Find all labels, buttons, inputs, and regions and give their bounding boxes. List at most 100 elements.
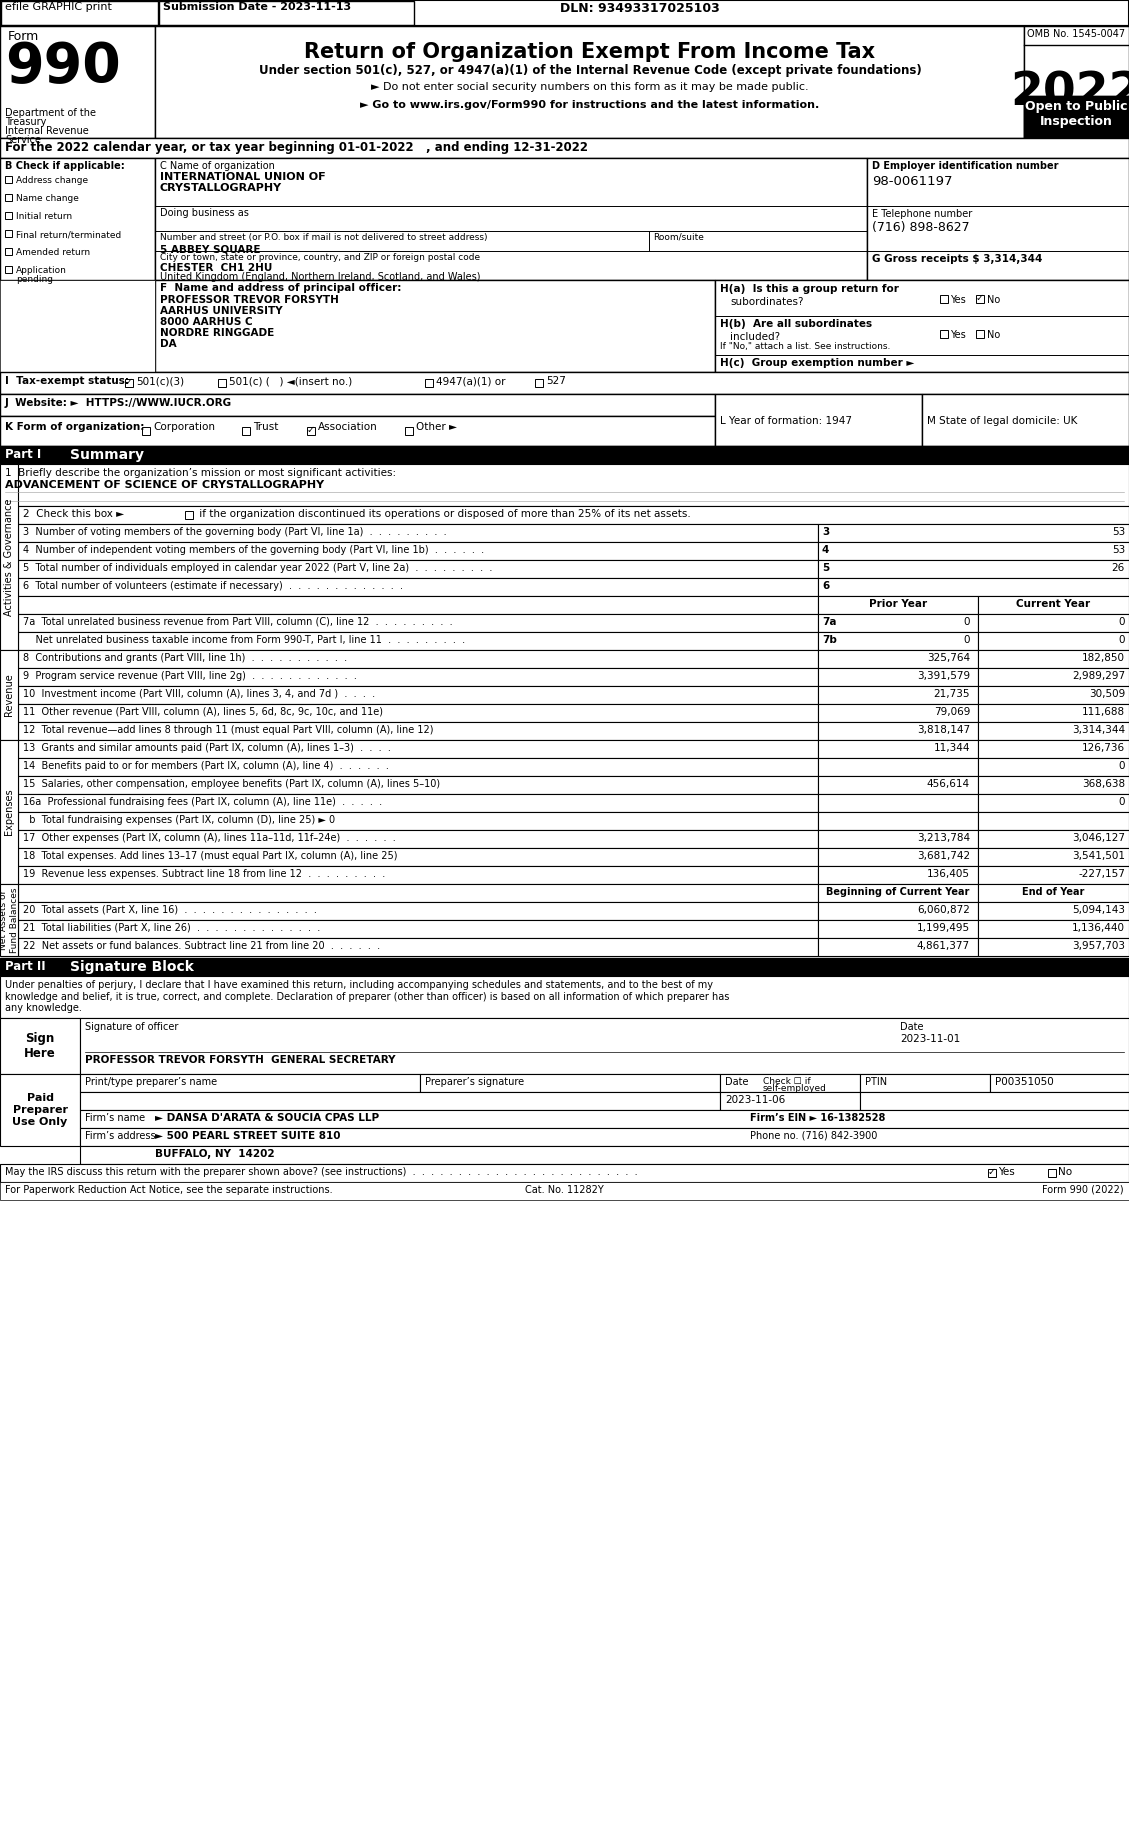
Bar xyxy=(18,686,819,704)
Bar xyxy=(18,506,1129,525)
Text: 5 ABBEY SQUARE: 5 ABBEY SQUARE xyxy=(160,244,261,253)
Text: 3,391,579: 3,391,579 xyxy=(917,671,970,682)
Text: 10  Investment income (Part VIII, column (A), lines 3, 4, and 7d )  .  .  .  .: 10 Investment income (Part VIII, column … xyxy=(23,689,375,699)
Text: May the IRS discuss this return with the preparer shown above? (see instructions: May the IRS discuss this return with the… xyxy=(5,1166,638,1177)
Bar xyxy=(18,939,819,955)
Bar xyxy=(819,525,1129,541)
Text: 6,060,872: 6,060,872 xyxy=(917,906,970,915)
Text: Yes: Yes xyxy=(998,1166,1015,1177)
Bar xyxy=(940,331,948,338)
Text: 4947(a)(1) or: 4947(a)(1) or xyxy=(436,375,506,386)
Text: ✓: ✓ xyxy=(307,425,315,434)
Bar xyxy=(1,2,158,26)
Bar xyxy=(978,739,1129,758)
Text: ► DANSA D'ARATA & SOUCIA CPAS LLP: ► DANSA D'ARATA & SOUCIA CPAS LLP xyxy=(155,1112,379,1124)
Text: 7a  Total unrelated business revenue from Part VIII, column (C), line 12  .  .  : 7a Total unrelated business revenue from… xyxy=(23,617,453,626)
Text: 6  Total number of volunteers (estimate if necessary)  .  .  .  .  .  .  .  .  .: 6 Total number of volunteers (estimate i… xyxy=(23,580,403,591)
Text: CHESTER  CH1 2HU: CHESTER CH1 2HU xyxy=(160,262,272,274)
Bar xyxy=(0,26,155,139)
Text: C Name of organization: C Name of organization xyxy=(160,161,274,172)
Bar xyxy=(819,667,978,686)
Bar xyxy=(80,1074,420,1092)
Bar xyxy=(0,394,715,416)
Text: 2,989,297: 2,989,297 xyxy=(1071,671,1124,682)
Text: Under section 501(c), 527, or 4947(a)(1) of the Internal Revenue Code (except pr: Under section 501(c), 527, or 4947(a)(1)… xyxy=(259,65,921,78)
Bar xyxy=(0,976,1129,1018)
Bar xyxy=(425,379,434,386)
Text: 501(c) (   ) ◄(insert no.): 501(c) ( ) ◄(insert no.) xyxy=(229,375,352,386)
Text: Part II: Part II xyxy=(5,959,45,974)
Bar xyxy=(922,394,1129,445)
Text: PTIN: PTIN xyxy=(865,1077,887,1087)
Text: Cat. No. 11282Y: Cat. No. 11282Y xyxy=(525,1185,603,1196)
Bar xyxy=(125,379,133,386)
Text: Paid
Preparer
Use Only: Paid Preparer Use Only xyxy=(12,1094,68,1127)
Text: ✓: ✓ xyxy=(975,294,984,303)
Bar xyxy=(978,848,1129,867)
Text: 3,213,784: 3,213,784 xyxy=(917,833,970,843)
Text: 126,736: 126,736 xyxy=(1082,743,1124,752)
Text: 3,818,147: 3,818,147 xyxy=(917,724,970,736)
Text: Amended return: Amended return xyxy=(16,248,90,257)
Bar xyxy=(18,795,819,811)
Bar xyxy=(990,1074,1129,1092)
Text: Beginning of Current Year: Beginning of Current Year xyxy=(826,887,970,896)
Bar xyxy=(0,445,1129,464)
Bar xyxy=(18,723,819,739)
Bar xyxy=(0,650,18,739)
Text: 7a: 7a xyxy=(822,617,837,626)
Text: -227,157: -227,157 xyxy=(1078,869,1124,880)
Bar xyxy=(978,686,1129,704)
Text: 14  Benefits paid to or for members (Part IX, column (A), line 4)  .  .  .  .  .: 14 Benefits paid to or for members (Part… xyxy=(23,761,388,771)
Text: Net Assets or
Fund Balances: Net Assets or Fund Balances xyxy=(0,887,19,954)
Text: Service: Service xyxy=(5,135,41,144)
Bar xyxy=(0,416,715,445)
Text: (716) 898-8627: (716) 898-8627 xyxy=(872,222,970,235)
Text: 527: 527 xyxy=(546,375,566,386)
Text: 501(c)(3): 501(c)(3) xyxy=(135,375,184,386)
Text: Net unrelated business taxable income from Form 990-T, Part I, line 11  .  .  . : Net unrelated business taxable income fr… xyxy=(23,636,465,645)
Text: 53: 53 xyxy=(1112,545,1124,554)
Bar xyxy=(819,920,978,939)
Text: Activities & Governance: Activities & Governance xyxy=(5,499,14,615)
Text: 3,957,703: 3,957,703 xyxy=(1073,941,1124,952)
Text: Sign
Here: Sign Here xyxy=(24,1031,55,1061)
Text: Part I: Part I xyxy=(5,447,42,460)
Bar xyxy=(535,379,543,386)
Text: M State of legal domicile: UK: M State of legal domicile: UK xyxy=(927,416,1077,427)
Bar xyxy=(0,281,155,371)
Bar xyxy=(978,650,1129,667)
Text: Open to Public
Inspection: Open to Public Inspection xyxy=(1025,100,1127,128)
Bar xyxy=(420,1074,720,1092)
Bar xyxy=(159,2,414,26)
Text: 79,069: 79,069 xyxy=(934,708,970,717)
Text: BUFFALO, NY  14202: BUFFALO, NY 14202 xyxy=(155,1149,274,1159)
Text: P00351050: P00351050 xyxy=(995,1077,1053,1087)
Text: F  Name and address of principal officer:: F Name and address of principal officer: xyxy=(160,283,402,294)
Text: 3,314,344: 3,314,344 xyxy=(1071,724,1124,736)
Text: ► 500 PEARL STREET SUITE 810: ► 500 PEARL STREET SUITE 810 xyxy=(155,1131,341,1140)
Text: Expenses: Expenses xyxy=(5,789,14,835)
Text: efile GRAPHIC print: efile GRAPHIC print xyxy=(5,2,112,11)
Bar xyxy=(18,541,819,560)
Text: D Employer identification number: D Employer identification number xyxy=(872,161,1059,172)
Bar xyxy=(860,1092,1129,1111)
Text: 21,735: 21,735 xyxy=(934,689,970,699)
Text: 368,638: 368,638 xyxy=(1082,780,1124,789)
Bar xyxy=(1048,1170,1056,1177)
Text: 3  Number of voting members of the governing body (Part VI, line 1a)  .  .  .  .: 3 Number of voting members of the govern… xyxy=(23,527,447,538)
Text: Trust: Trust xyxy=(253,421,279,432)
Bar xyxy=(819,939,978,955)
Text: 111,688: 111,688 xyxy=(1082,708,1124,717)
Bar xyxy=(978,758,1129,776)
Bar xyxy=(1024,26,1129,139)
Text: Doing business as: Doing business as xyxy=(160,209,248,218)
Bar xyxy=(1024,96,1129,139)
Text: 5  Total number of individuals employed in calendar year 2022 (Part V, line 2a) : 5 Total number of individuals employed i… xyxy=(23,564,492,573)
Text: Check ☐ if: Check ☐ if xyxy=(763,1077,811,1087)
Bar xyxy=(0,157,155,281)
Text: Current Year: Current Year xyxy=(1016,599,1091,610)
Text: Form 990 (2022): Form 990 (2022) xyxy=(1042,1185,1124,1196)
Bar xyxy=(155,157,867,281)
Text: City or town, state or province, country, and ZIP or foreign postal code: City or town, state or province, country… xyxy=(160,253,480,262)
